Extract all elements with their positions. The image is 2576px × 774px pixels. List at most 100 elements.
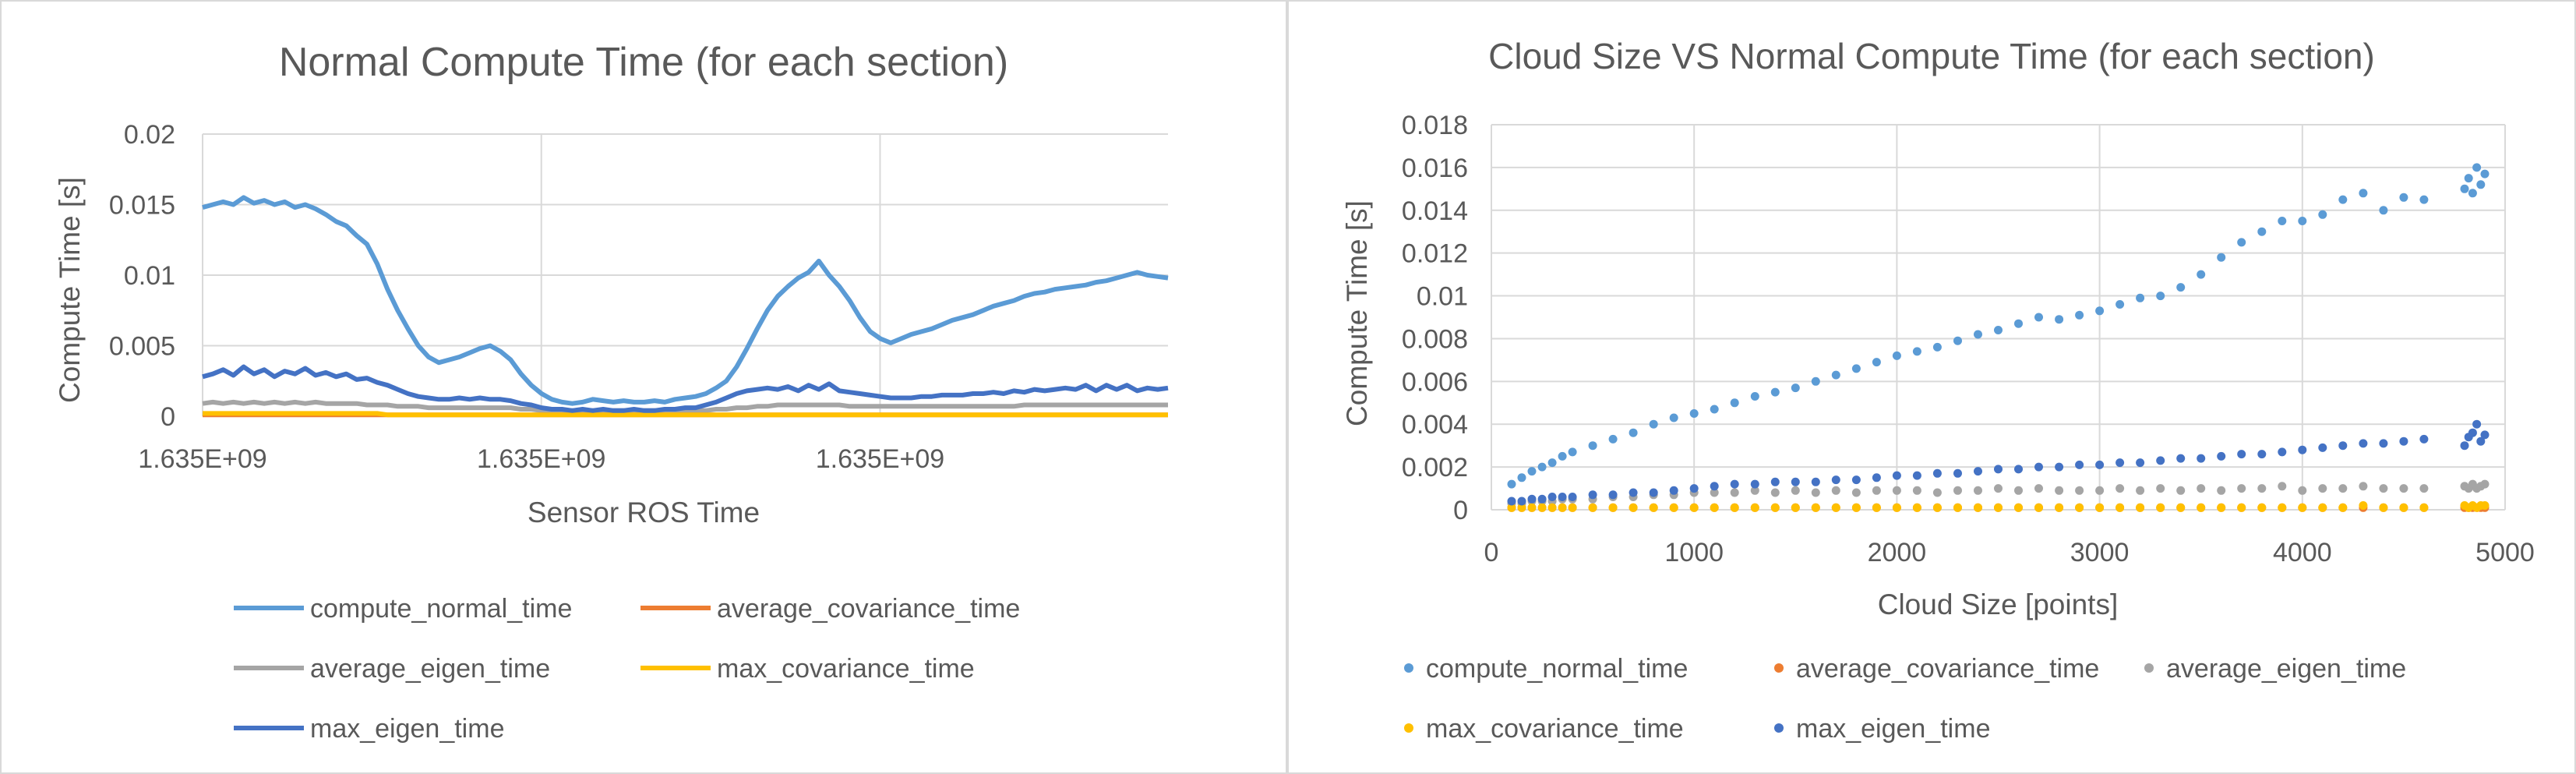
point-compute-normal-time: [2379, 206, 2388, 215]
y-tick-label: 0.012: [1402, 239, 1468, 269]
point-max-eigen-time: [2476, 436, 2486, 446]
point-compute-normal-time: [1831, 370, 1840, 380]
point-compute-normal-time: [2055, 315, 2064, 324]
point-max-eigen-time: [1994, 465, 2003, 474]
point-average-eigen-time: [2115, 484, 2125, 493]
y-tick-label: 0.005: [109, 332, 175, 362]
point-max-covariance-time: [1537, 503, 1547, 512]
point-max-eigen-time: [1791, 477, 1800, 486]
point-max-covariance-time: [1568, 503, 1577, 512]
point-max-covariance-time: [1689, 503, 1699, 512]
point-max-eigen-time: [1507, 497, 1516, 506]
point-average-eigen-time: [1710, 488, 1719, 497]
y-axis-title: Compute Time [s]: [54, 177, 86, 403]
point-average-eigen-time: [2034, 484, 2043, 493]
point-compute-normal-time: [1649, 419, 1658, 429]
legend-label: average_eigen_time: [310, 654, 550, 684]
point-compute-normal-time: [1669, 413, 1678, 422]
point-compute-normal-time: [2095, 306, 2105, 316]
point-compute-normal-time: [1689, 409, 1699, 418]
point-max-covariance-time: [2480, 501, 2490, 510]
point-average-eigen-time: [1912, 486, 1921, 495]
point-max-covariance-time: [1730, 503, 1739, 512]
point-compute-normal-time: [1710, 405, 1719, 414]
series-line-average-eigen-time: [202, 399, 1168, 413]
point-max-eigen-time: [2176, 454, 2186, 463]
point-average-eigen-time: [2298, 486, 2307, 495]
point-compute-normal-time: [2237, 238, 2246, 247]
point-compute-normal-time: [2014, 319, 2023, 328]
point-max-covariance-time: [2217, 503, 2226, 512]
x-tick-label: 1.635E+09: [477, 444, 605, 474]
point-compute-normal-time: [2197, 270, 2206, 279]
point-max-eigen-time: [2075, 460, 2084, 469]
point-average-eigen-time: [1730, 488, 1739, 497]
point-compute-normal-time: [2075, 310, 2084, 320]
point-compute-normal-time: [1994, 326, 2003, 334]
right-chart-panel: Cloud Size VS Normal Compute Time (for e…: [1287, 0, 2576, 774]
point-compute-normal-time: [2136, 293, 2145, 302]
point-compute-normal-time: [1558, 451, 1567, 461]
point-max-covariance-time: [1517, 503, 1526, 512]
point-compute-normal-time: [1527, 467, 1537, 476]
point-average-eigen-time: [2014, 486, 2023, 495]
point-max-covariance-time: [2034, 503, 2043, 512]
point-average-eigen-time: [1872, 486, 1881, 495]
y-tick-label: 0.002: [1402, 453, 1468, 482]
point-max-eigen-time: [2480, 430, 2490, 440]
point-max-covariance-time: [2338, 503, 2348, 512]
y-axis-title: Compute Time [s]: [1341, 200, 1373, 426]
legend-label: average_eigen_time: [2166, 654, 2406, 684]
point-compute-normal-time: [1537, 462, 1547, 472]
y-tick-label: 0.01: [124, 261, 175, 291]
point-max-eigen-time: [2034, 462, 2043, 472]
point-average-eigen-time: [1811, 488, 1820, 497]
point-compute-normal-time: [1730, 398, 1739, 408]
point-compute-normal-time: [1953, 336, 1962, 345]
point-average-eigen-time: [2379, 484, 2388, 493]
point-average-eigen-time: [1851, 488, 1861, 497]
point-max-covariance-time: [2359, 501, 2368, 510]
x-axis-title: Cloud Size [points]: [1878, 588, 2119, 620]
point-max-covariance-time: [1811, 503, 1820, 512]
point-max-covariance-time: [1669, 503, 1678, 512]
point-max-eigen-time: [1831, 475, 1840, 485]
point-max-eigen-time: [2472, 419, 2482, 429]
point-max-eigen-time: [2298, 445, 2307, 454]
point-compute-normal-time: [2278, 217, 2287, 225]
point-average-eigen-time: [1932, 488, 1942, 497]
point-compute-normal-time: [1770, 387, 1780, 397]
point-max-eigen-time: [2055, 462, 2064, 472]
y-tick-label: 0: [161, 402, 175, 432]
x-tick-label: 4000: [2273, 538, 2332, 567]
point-max-covariance-time: [1831, 503, 1840, 512]
point-max-eigen-time: [2197, 454, 2206, 463]
x-tick-label: 5000: [2475, 538, 2535, 567]
point-max-eigen-time: [1811, 477, 1820, 486]
point-max-covariance-time: [2197, 503, 2206, 512]
y-tick-label: 0.02: [124, 120, 175, 150]
x-tick-label: 3000: [2070, 538, 2130, 567]
point-max-covariance-time: [2399, 503, 2408, 512]
point-max-covariance-time: [2136, 503, 2145, 512]
point-max-eigen-time: [2338, 441, 2348, 451]
point-max-eigen-time: [1932, 468, 1942, 478]
point-max-covariance-time: [1527, 503, 1537, 512]
point-compute-normal-time: [1507, 479, 1516, 489]
point-average-eigen-time: [2197, 484, 2206, 493]
legend-label: compute_normal_time: [1426, 654, 1688, 684]
y-tick-label: 0.004: [1402, 410, 1468, 440]
point-average-eigen-time: [2480, 479, 2490, 489]
x-tick-label: 2000: [1868, 538, 1927, 567]
point-max-covariance-time: [1791, 503, 1800, 512]
point-max-covariance-time: [2237, 503, 2246, 512]
point-compute-normal-time: [1750, 392, 1759, 401]
point-compute-normal-time: [2115, 300, 2125, 309]
point-max-eigen-time: [2468, 428, 2477, 437]
point-max-covariance-time: [2318, 503, 2327, 512]
point-average-eigen-time: [1831, 486, 1840, 495]
point-compute-normal-time: [1872, 358, 1881, 367]
point-max-eigen-time: [1689, 484, 1699, 493]
point-compute-normal-time: [2399, 193, 2408, 202]
point-compute-normal-time: [2359, 189, 2368, 198]
